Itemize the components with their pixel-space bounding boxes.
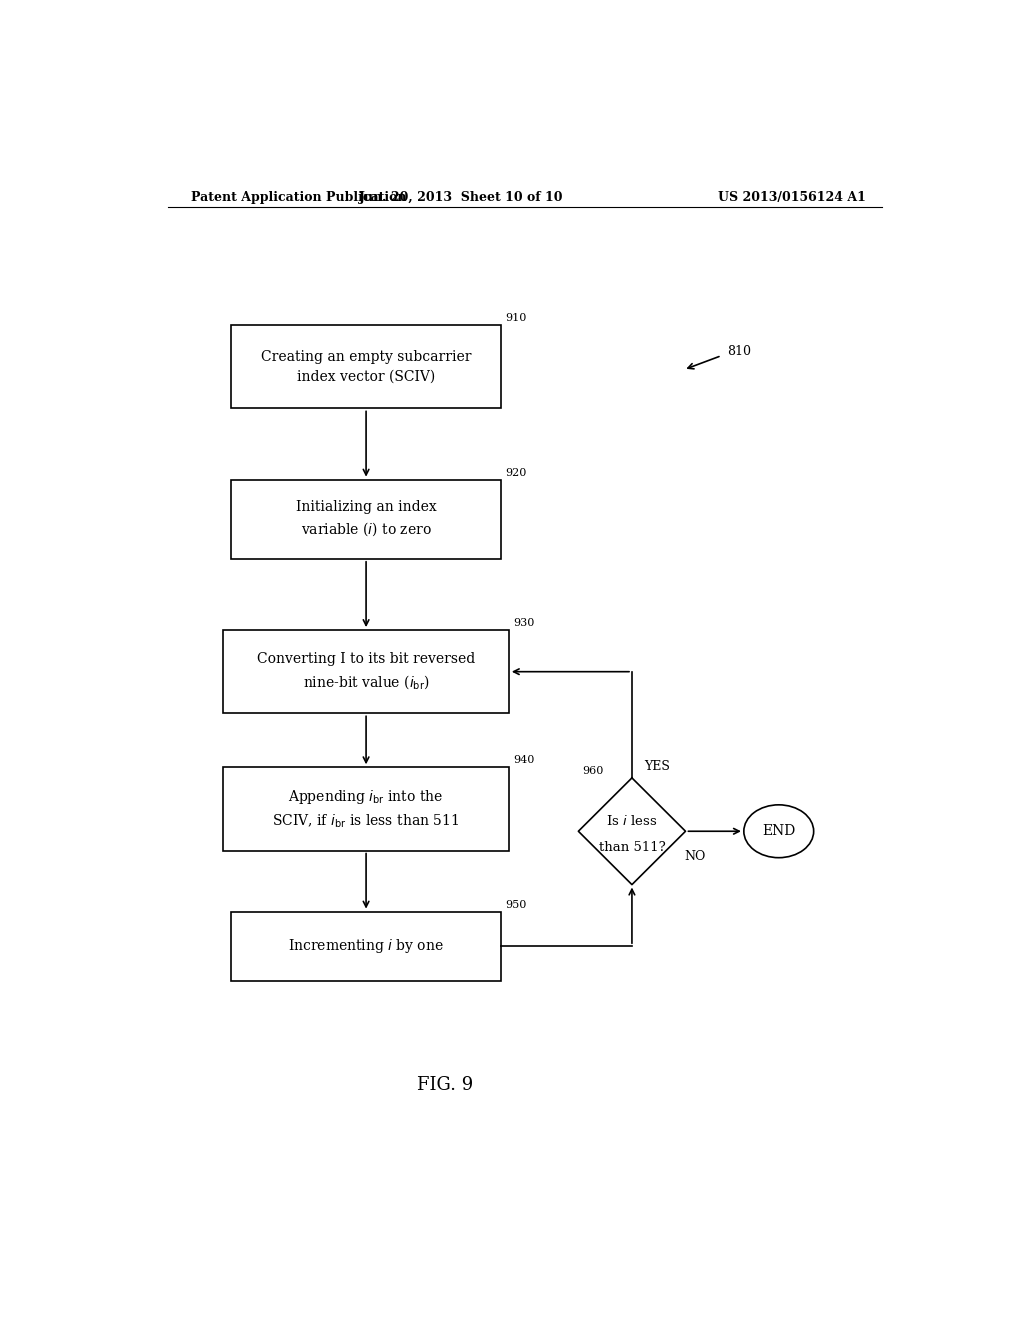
Text: FIG. 9: FIG. 9 <box>418 1076 473 1094</box>
Text: Initializing an index
variable ($i$) to zero: Initializing an index variable ($i$) to … <box>296 500 436 539</box>
Text: Converting I to its bit reversed
nine-bit value ($i_{\mathrm{br}}$): Converting I to its bit reversed nine-bi… <box>257 652 475 690</box>
Text: 810: 810 <box>727 345 752 358</box>
Text: YES: YES <box>644 760 670 772</box>
Text: 940: 940 <box>513 755 535 766</box>
Text: 910: 910 <box>505 313 526 323</box>
FancyBboxPatch shape <box>231 325 501 408</box>
Text: than 511?: than 511? <box>599 841 666 854</box>
FancyBboxPatch shape <box>231 912 501 981</box>
Text: 930: 930 <box>513 618 535 628</box>
Text: NO: NO <box>684 850 706 862</box>
Text: Patent Application Publication: Patent Application Publication <box>191 190 407 203</box>
Text: 950: 950 <box>505 899 526 909</box>
Text: US 2013/0156124 A1: US 2013/0156124 A1 <box>718 190 866 203</box>
Polygon shape <box>579 777 685 884</box>
Text: END: END <box>762 824 796 838</box>
Text: Incrementing $i$ by one: Incrementing $i$ by one <box>288 937 444 956</box>
Text: Is $i$ less: Is $i$ less <box>606 814 657 828</box>
Text: Jun. 20, 2013  Sheet 10 of 10: Jun. 20, 2013 Sheet 10 of 10 <box>359 190 563 203</box>
FancyBboxPatch shape <box>231 479 501 558</box>
FancyBboxPatch shape <box>223 767 509 850</box>
Text: 920: 920 <box>505 467 526 478</box>
Text: Creating an empty subcarrier
index vector (SCIV): Creating an empty subcarrier index vecto… <box>261 350 471 384</box>
Text: 960: 960 <box>583 766 604 776</box>
Ellipse shape <box>743 805 814 858</box>
FancyBboxPatch shape <box>223 630 509 713</box>
Text: Appending $i_{\mathrm{br}}$ into the
SCIV, if $i_{\mathrm{br}}$ is less than 511: Appending $i_{\mathrm{br}}$ into the SCI… <box>272 788 460 830</box>
